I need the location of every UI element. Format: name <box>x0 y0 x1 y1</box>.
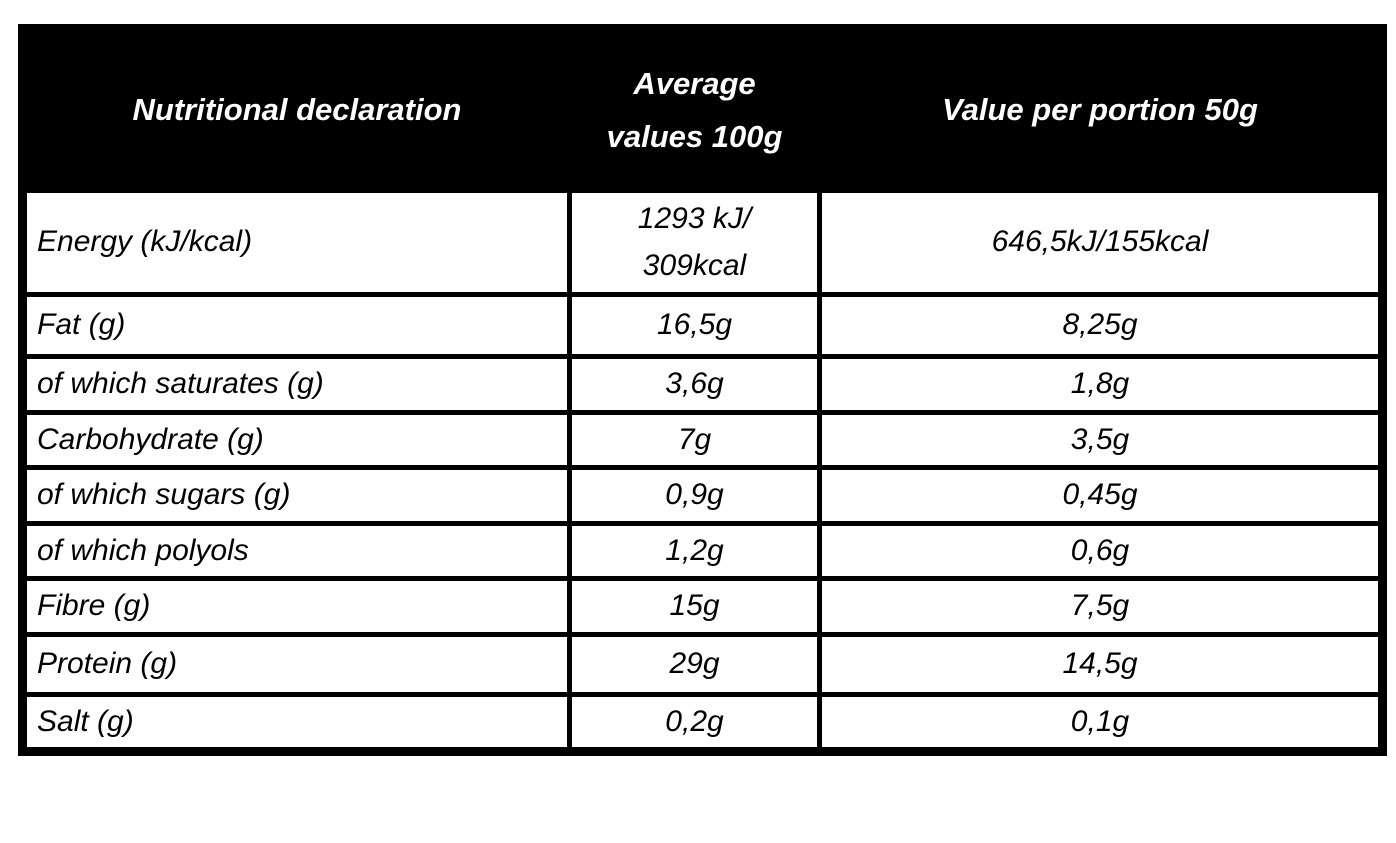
per-portion-value: 1,8g <box>817 354 1385 415</box>
per-100g-value: 16,5g <box>567 292 822 359</box>
per-100g-value: 3,6g <box>567 354 822 415</box>
table-row-saturates: of which saturates (g) 3,6g 1,8g <box>20 354 1385 415</box>
row-label: Protein (g) <box>20 631 572 697</box>
row-label: Energy (kJ/kcal) <box>20 188 572 297</box>
per-100g-value: 7g <box>567 409 822 470</box>
table-row-energy: Energy (kJ/kcal) 1293 kJ/ 309kcal 646,5k… <box>20 188 1385 297</box>
per-portion-value: 8,25g <box>817 292 1385 359</box>
table-row-sugars: of which sugars (g) 0,9g 0,45g <box>20 465 1385 526</box>
row-label: of which sugars (g) <box>20 465 572 526</box>
row-label: Fat (g) <box>20 292 572 359</box>
header-value-per-portion-50g: Value per portion 50g <box>817 26 1385 193</box>
per-100g-value: 0,9g <box>567 465 822 526</box>
per-100g-value: 1,2g <box>567 520 822 581</box>
table-row-fat: Fat (g) 16,5g 8,25g <box>20 292 1385 359</box>
nutrition-table-container: Nutritional declaration Average values 1… <box>18 24 1387 756</box>
per-portion-value: 3,5g <box>817 409 1385 470</box>
table-row-fibre: Fibre (g) 15g 7,5g <box>20 576 1385 637</box>
per-portion-value: 7,5g <box>817 576 1385 637</box>
header-average-values-100g: Average values 100g <box>567 26 822 193</box>
per-100g-value: 1293 kJ/ 309kcal <box>567 188 822 297</box>
per-100g-value: 15g <box>567 576 822 637</box>
header-row: Nutritional declaration Average values 1… <box>20 26 1385 193</box>
table-row-polyols: of which polyols 1,2g 0,6g <box>20 520 1385 581</box>
per-portion-value: 14,5g <box>817 631 1385 697</box>
per-100g-value: 29g <box>567 631 822 697</box>
table-row-protein: Protein (g) 29g 14,5g <box>20 631 1385 697</box>
header-nutritional-declaration: Nutritional declaration <box>20 26 572 193</box>
row-label: Fibre (g) <box>20 576 572 637</box>
per-portion-value: 0,45g <box>817 465 1385 526</box>
per-portion-value: 646,5kJ/155kcal <box>817 188 1385 297</box>
nutrition-table: Nutritional declaration Average values 1… <box>18 24 1387 756</box>
per-portion-value: 0,1g <box>817 691 1385 754</box>
table-row-carbohydrate: Carbohydrate (g) 7g 3,5g <box>20 409 1385 470</box>
row-label: of which saturates (g) <box>20 354 572 415</box>
row-label: Carbohydrate (g) <box>20 409 572 470</box>
table-row-salt: Salt (g) 0,2g 0,1g <box>20 691 1385 754</box>
row-label: of which polyols <box>20 520 572 581</box>
per-100g-value: 0,2g <box>567 691 822 754</box>
per-portion-value: 0,6g <box>817 520 1385 581</box>
row-label: Salt (g) <box>20 691 572 754</box>
